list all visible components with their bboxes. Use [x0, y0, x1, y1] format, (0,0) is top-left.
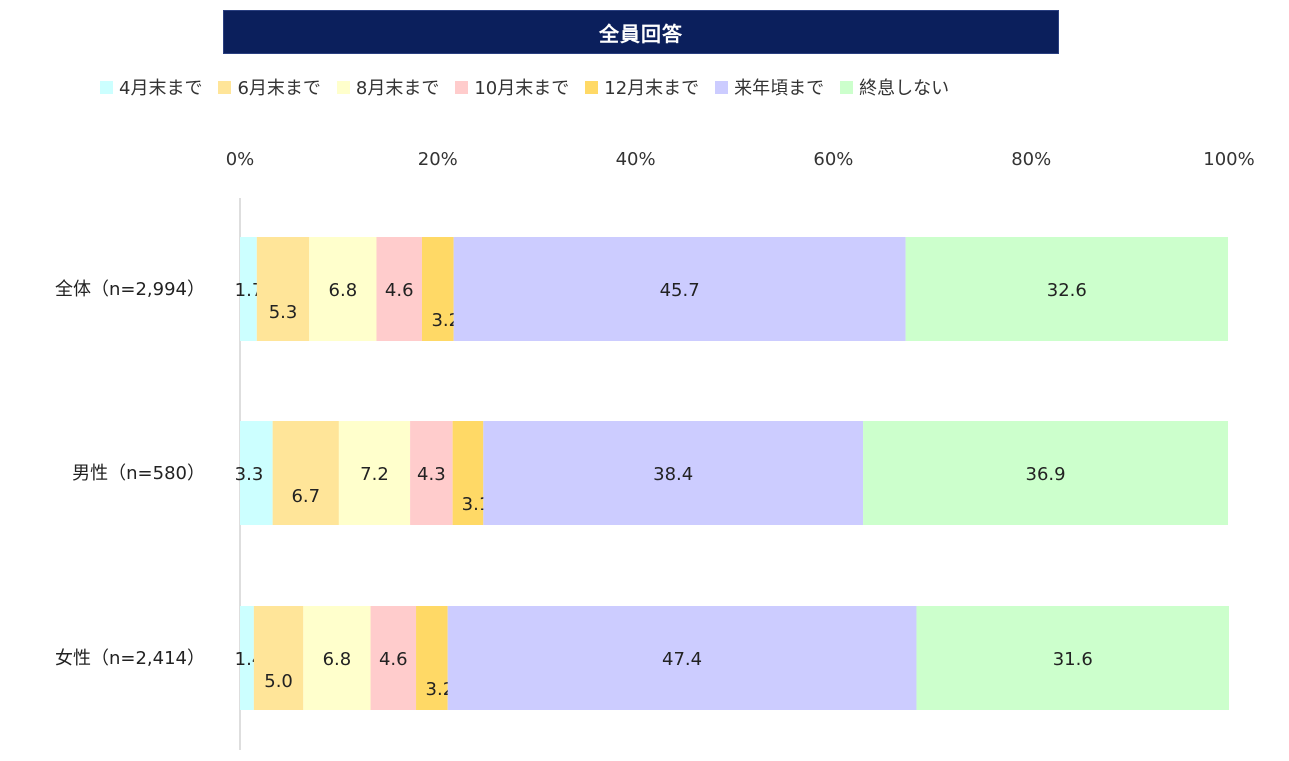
x-tick-label: 0%: [226, 149, 255, 170]
data-label: 6.8: [329, 280, 358, 301]
bar-segment: [421, 237, 454, 341]
bar-segment: [483, 421, 864, 525]
chart-title: 全員回答: [599, 21, 683, 46]
bar-segment: [338, 421, 411, 525]
data-label: 1.7: [235, 280, 264, 301]
bar-segment: [447, 606, 917, 710]
legend-item: 10月末まで: [455, 74, 569, 100]
bar-segment: [240, 237, 257, 341]
data-label: 5.0: [264, 671, 293, 692]
legend-label: 10月末まで: [474, 78, 570, 99]
legend-item: 8月末まで: [336, 74, 440, 100]
data-label: 47.4: [662, 649, 702, 670]
bar-segment: [905, 237, 1229, 341]
legend-label: 4月末まで: [119, 78, 203, 99]
legend-swatch: [585, 80, 599, 94]
bar-segment: [240, 421, 273, 525]
chart-title-box: 全員回答: [223, 10, 1059, 54]
row-label: 男性（n=580）: [72, 463, 205, 484]
bar-segment: [256, 237, 310, 341]
x-tick-label: 80%: [1011, 149, 1051, 170]
data-label: 3.1: [462, 494, 491, 515]
legend-swatch: [715, 80, 729, 94]
bar-segment: [240, 606, 254, 710]
bar-segment: [309, 237, 377, 341]
bar-segment: [916, 606, 1229, 710]
data-label: 4.3: [417, 464, 446, 485]
legend-label: 8月末まで: [355, 78, 440, 99]
legend-item: 4月末まで: [100, 74, 202, 100]
bar-segment: [376, 237, 422, 341]
data-label: 3.3: [235, 464, 264, 485]
legend-label: 終息しない: [859, 78, 950, 99]
legend-label: 来年頃まで: [734, 78, 825, 99]
legend-swatch: [218, 80, 232, 94]
legend-swatch: [100, 80, 113, 94]
data-label: 6.8: [323, 649, 352, 670]
bar-segment: [303, 606, 371, 710]
legend-item: 終息しない: [840, 74, 949, 100]
bar-segment: [453, 237, 906, 341]
data-label: 32.6: [1047, 280, 1087, 301]
row-label: 女性（n=2,414）: [55, 648, 205, 669]
data-label: 38.4: [653, 464, 693, 485]
data-label: 7.2: [360, 464, 389, 485]
data-label: 3.2: [426, 679, 455, 700]
legend-swatch: [336, 80, 350, 94]
x-tick-label: 20%: [418, 149, 458, 170]
legend-label: 6月末まで: [237, 78, 321, 99]
bar-segment: [452, 421, 484, 525]
data-label: 31.6: [1053, 649, 1093, 670]
data-label: 4.6: [385, 280, 414, 301]
data-label: 6.7: [291, 486, 320, 507]
legend-item: 6月末まで: [218, 74, 321, 100]
data-label: 45.7: [660, 280, 700, 301]
bar-segment: [370, 606, 417, 710]
bar-segment: [416, 606, 448, 710]
data-label: 36.9: [1026, 464, 1066, 485]
x-tick-label: 100%: [1203, 149, 1254, 170]
data-label: 4.6: [379, 649, 408, 670]
legend-item: 来年頃まで: [715, 74, 824, 100]
bar-segment: [410, 421, 453, 525]
bar-segment: [272, 421, 339, 525]
data-label: 5.3: [269, 302, 298, 323]
legend-item: 12月末まで: [585, 74, 699, 100]
row-label: 全体（n=2,994）: [55, 279, 205, 300]
legend-label: 12月末まで: [604, 78, 700, 99]
legend-swatch: [840, 80, 854, 94]
legend: 4月末まで 6月末まで 8月末まで 10月末まで 12月末まで 来年頃まで 終息しない: [100, 74, 965, 100]
bar-segment: [253, 606, 304, 710]
legend-swatch: [455, 80, 469, 94]
bar-segment: [863, 421, 1229, 525]
data-label: 3.2: [431, 310, 460, 331]
x-tick-label: 40%: [616, 149, 656, 170]
x-tick-label: 60%: [813, 149, 853, 170]
